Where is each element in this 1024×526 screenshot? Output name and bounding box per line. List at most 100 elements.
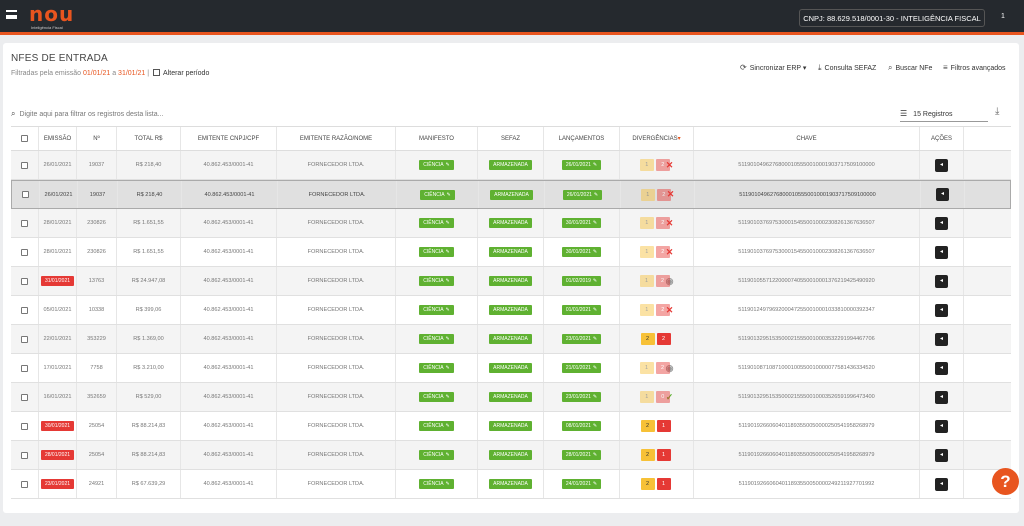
records-per-page-select[interactable]: ☰ 15 Registros	[900, 109, 988, 122]
row-actions-button[interactable]: ◂	[935, 274, 948, 288]
row-checkbox[interactable]	[21, 364, 28, 372]
row-actions-button[interactable]: ◂	[935, 158, 948, 172]
divergence-error-badge[interactable]: 1	[656, 420, 671, 432]
lancamento-badge[interactable]: 30/01/2021 ✎	[561, 247, 602, 257]
calendar-icon[interactable]	[153, 69, 161, 76]
row-checkbox[interactable]	[21, 335, 28, 343]
divergence-warning-badge[interactable]: 1	[640, 188, 655, 201]
divergence-warning-badge[interactable]: 1	[639, 159, 654, 171]
lancamento-badge[interactable]: 08/01/2021 ✎	[561, 421, 602, 431]
table-row[interactable]: 05/01/2021 10338 R$ 399,06 40.862.453/0001-…	[11, 296, 1011, 325]
table-row[interactable]: 28/01/2021 230826 R$ 1.651,55 40.862.453/00…	[11, 209, 1011, 238]
manifesto-badge[interactable]: CIÊNCIA ✎	[419, 450, 454, 460]
logo[interactable]: nou	[29, 2, 75, 26]
lancamento-badge[interactable]: 24/01/2021 ✎	[561, 479, 602, 489]
divergence-warning-badge[interactable]: 2	[640, 333, 655, 345]
column-header[interactable]: MANIFESTO	[396, 127, 478, 150]
lancamento-badge[interactable]: 26/01/2021 ✎	[561, 160, 602, 170]
row-actions-button[interactable]: ◂	[935, 216, 948, 230]
change-period-link[interactable]: Alterar período	[163, 70, 210, 77]
table-row[interactable]: 31/01/2021 13763 R$ 24.947,08 40.862.453/00…	[11, 267, 1011, 296]
manifesto-badge[interactable]: CIÊNCIA ✎	[419, 247, 454, 257]
row-checkbox[interactable]	[21, 422, 28, 430]
manifesto-badge[interactable]: CIÊNCIA ✎	[420, 189, 455, 200]
row-actions-button[interactable]: ◂	[935, 361, 948, 375]
divergence-error-badge[interactable]: 2	[655, 159, 670, 171]
lancamento-badge[interactable]: 01/01/2021 ✎	[561, 305, 602, 315]
row-checkbox[interactable]	[21, 393, 28, 401]
divergence-error-badge[interactable]: 2	[656, 333, 671, 345]
column-header[interactable]: LANÇAMENTOS	[544, 127, 620, 150]
table-row[interactable]: 28/01/2021 230826 R$ 1.651,55 40.862.453/00…	[11, 238, 1011, 267]
divergence-error-badge[interactable]: 2	[655, 362, 670, 374]
notification-count[interactable]: 1	[1001, 13, 1005, 20]
column-header[interactable]: EMITENTE CNPJ/CPF	[181, 127, 277, 150]
row-checkbox[interactable]	[21, 248, 28, 256]
table-row[interactable]: 16/01/2021 352659 R$ 529,00 40.862.453/0001…	[11, 383, 1011, 412]
lancamento-badge[interactable]: 26/01/2021 ✎	[562, 189, 603, 200]
manifesto-badge[interactable]: CIÊNCIA ✎	[419, 421, 454, 431]
lancamento-badge[interactable]: 30/01/2021 ✎	[561, 218, 602, 228]
manifesto-badge[interactable]: CIÊNCIA ✎	[419, 363, 454, 373]
manifesto-badge[interactable]: CIÊNCIA ✎	[419, 479, 454, 489]
divergence-warning-badge[interactable]: 2	[640, 420, 655, 432]
divergence-warning-badge[interactable]: 1	[639, 217, 654, 229]
row-actions-button[interactable]: ◂	[935, 448, 948, 462]
close-icon[interactable]: ✕	[665, 217, 674, 228]
column-header[interactable]: SEFAZ	[478, 127, 544, 150]
row-actions-button[interactable]: ◂	[935, 477, 948, 491]
table-row[interactable]: 28/01/2021 25054 R$ 88.214,83 40.862.453/00…	[11, 441, 1011, 470]
divergence-warning-badge[interactable]: 1	[639, 304, 654, 316]
table-row[interactable]: 17/01/2021 7758 R$ 3.210,00 40.862.453/0001…	[11, 354, 1011, 383]
search-nfe-button[interactable]: ⌕ Buscar NFe	[888, 63, 933, 72]
table-row[interactable]: 23/01/2021 24921 R$ 67.639,29 40.862.453/00…	[11, 470, 1011, 499]
row-actions-button[interactable]: ◂	[935, 245, 948, 259]
divergence-error-badge[interactable]: 2	[655, 246, 670, 258]
divergence-error-badge[interactable]: 2	[655, 217, 670, 229]
divergence-warning-badge[interactable]: 1	[639, 391, 654, 403]
select-all-checkbox[interactable]	[21, 135, 28, 142]
divergence-error-badge[interactable]: 0	[655, 391, 670, 403]
column-header[interactable]: Nº	[77, 127, 117, 150]
manifesto-badge[interactable]: CIÊNCIA ✎	[419, 276, 454, 286]
divergence-error-badge[interactable]: 2	[655, 304, 670, 316]
column-header[interactable]: DIVERGÊNCIAS ▾	[620, 127, 694, 150]
search-input[interactable]: ⌕ Digite aqui para filtrar os registros d…	[11, 109, 164, 118]
column-header[interactable]: AÇÕES	[920, 127, 964, 150]
manifesto-badge[interactable]: CIÊNCIA ✎	[419, 218, 454, 228]
manifesto-badge[interactable]: CIÊNCIA ✎	[419, 160, 454, 170]
row-actions-button[interactable]: ◂	[936, 188, 949, 201]
table-row[interactable]: 22/01/2021 353229 R$ 1.369,00 40.862.453/00…	[11, 325, 1011, 354]
divergence-error-badge[interactable]: 2	[655, 275, 670, 287]
row-checkbox[interactable]	[21, 451, 28, 459]
row-checkbox[interactable]	[21, 219, 28, 227]
close-icon[interactable]: ✕	[666, 189, 675, 199]
lancamento-badge[interactable]: 28/01/2021 ✎	[561, 450, 602, 460]
close-icon[interactable]: ✕	[665, 246, 674, 257]
export-download-icon[interactable]: ⤓	[995, 106, 1000, 117]
lancamento-badge[interactable]: 01/02/2019 ✎	[561, 276, 602, 286]
table-row[interactable]: 30/01/2021 25054 R$ 88.214,83 40.862.453/00…	[11, 412, 1011, 441]
divergence-error-badge[interactable]: 1	[656, 449, 671, 461]
divergence-error-badge[interactable]: 2	[656, 188, 671, 201]
manifesto-badge[interactable]: CIÊNCIA ✎	[419, 305, 454, 315]
divergence-warning-badge[interactable]: 1	[639, 275, 654, 287]
close-icon[interactable]: ✕	[665, 159, 674, 170]
manifesto-badge[interactable]: CIÊNCIA ✎	[419, 392, 454, 402]
lancamento-badge[interactable]: 23/01/2021 ✎	[561, 392, 602, 402]
eye-icon[interactable]: ◉	[665, 275, 674, 286]
sort-desc-icon[interactable]: ▾	[677, 136, 681, 142]
column-header[interactable]: CHAVE	[694, 127, 920, 150]
sync-erp-button[interactable]: ⟳ Sincronizar ERP ▾	[740, 63, 807, 72]
row-actions-button[interactable]: ◂	[935, 303, 948, 317]
column-header[interactable]: EMISSÃO	[39, 127, 77, 150]
column-header[interactable]: TOTAL R$	[117, 127, 181, 150]
row-checkbox[interactable]	[22, 191, 29, 198]
row-checkbox[interactable]	[21, 161, 28, 169]
row-checkbox[interactable]	[21, 480, 28, 488]
manifesto-badge[interactable]: CIÊNCIA ✎	[419, 334, 454, 344]
lancamento-badge[interactable]: 23/01/2021 ✎	[561, 334, 602, 344]
divergence-error-badge[interactable]: 1	[656, 478, 671, 490]
row-checkbox[interactable]	[21, 306, 28, 314]
check-icon[interactable]: ✓	[665, 391, 674, 402]
